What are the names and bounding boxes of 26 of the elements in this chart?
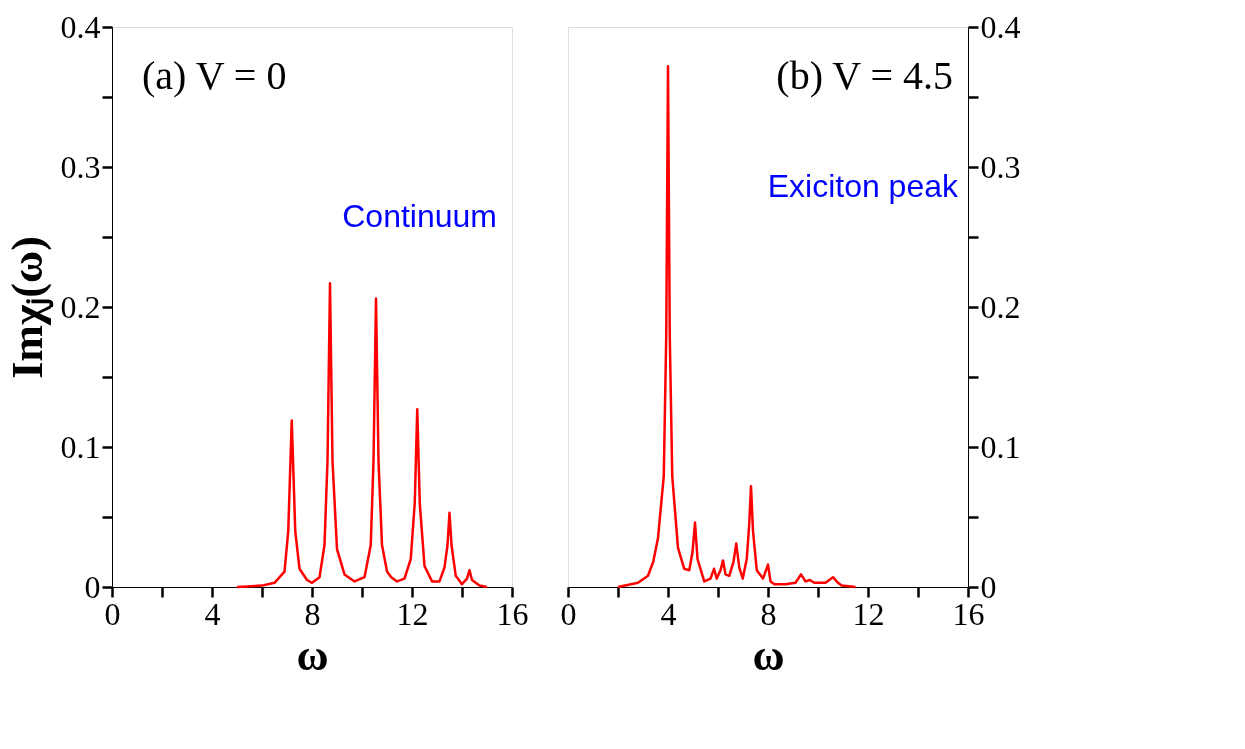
x-tick-label: 12 [852,595,885,632]
annotation: (a) V = 0 [142,53,287,98]
y-tick-label: 0.2 [60,288,101,325]
x-tick-label: 12 [396,595,429,632]
y-tick-label: 0.2 [980,288,1021,325]
y-axis-title: Imχⱼ(ω) [2,236,54,379]
y-tick-label: 0.1 [980,428,1021,465]
x-tick-label: 8 [304,595,321,632]
annotation: (b) V = 4.5 [776,53,953,98]
x-tick-label: 0 [560,595,577,632]
x-tick-label: 4 [660,595,677,632]
annotation: Exiciton peak [767,168,959,204]
y-tick-label: 0.3 [980,148,1021,185]
x-axis-title: ω [752,630,785,680]
x-axis-title: ω [296,630,329,680]
y-tick-label: 0.4 [980,8,1021,45]
y-tick-label: 0.3 [60,148,101,185]
y-tick-label: 0.1 [60,428,101,465]
annotation: Continuum [342,198,497,234]
y-tick-label: 0 [980,568,997,605]
x-tick-label: 4 [204,595,221,632]
x-tick-label: 8 [760,595,777,632]
x-tick-label: 16 [496,595,529,632]
y-tick-label: 0 [84,568,101,605]
line-series [235,281,489,589]
y-tick-label: 0.4 [60,8,101,45]
